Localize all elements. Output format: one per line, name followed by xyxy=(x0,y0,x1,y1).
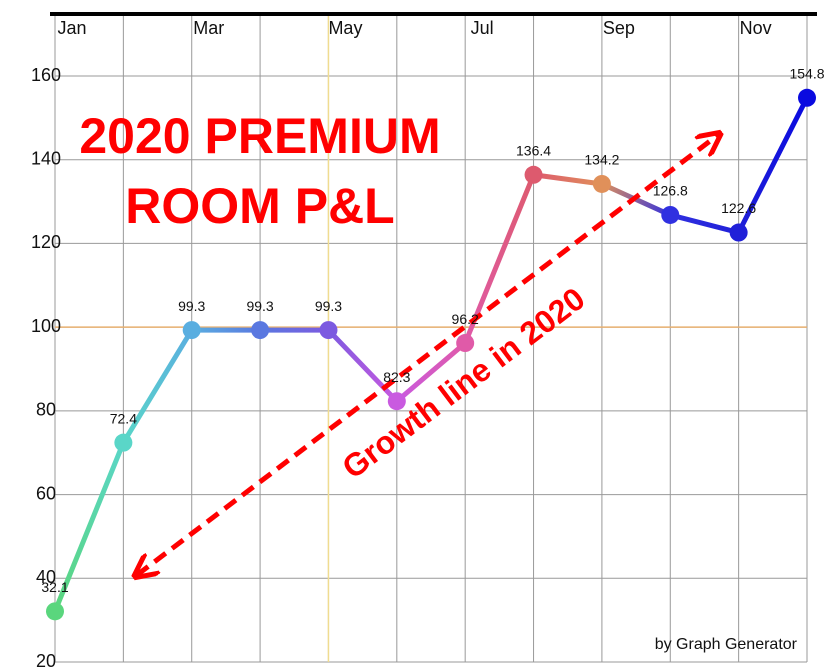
lines xyxy=(52,95,810,614)
credit: by Graph Generator xyxy=(655,636,798,653)
point xyxy=(456,334,475,353)
value-label: 99.3 xyxy=(178,298,205,314)
y-tick-label: 60 xyxy=(36,483,56,503)
value-label: 122.6 xyxy=(721,200,756,216)
x-tick-label: Jan xyxy=(57,18,86,38)
y-tick-label: 120 xyxy=(31,232,61,252)
x-tick-label: May xyxy=(328,18,362,38)
x-tick-label: Sep xyxy=(603,18,635,38)
point xyxy=(524,165,543,184)
value-label: 82.3 xyxy=(383,369,410,385)
line-segment xyxy=(531,172,605,187)
x-tick-label: Mar xyxy=(193,18,224,38)
value-label: 126.8 xyxy=(653,183,688,199)
point xyxy=(114,433,133,452)
value-label: 99.3 xyxy=(246,298,273,314)
y-tick-label: 140 xyxy=(31,148,61,168)
x-tick-label: Nov xyxy=(740,18,772,38)
growth-arrow xyxy=(137,135,718,575)
value-label: 96.2 xyxy=(452,311,479,327)
point xyxy=(182,321,201,340)
y-tick-label: 100 xyxy=(31,316,61,336)
title-line: ROOM P&L xyxy=(125,178,394,234)
y-tick-label: 20 xyxy=(36,651,56,671)
point xyxy=(661,205,680,224)
value-label: 134.2 xyxy=(584,152,619,168)
line-segment xyxy=(325,327,400,404)
value-label: 136.4 xyxy=(516,142,551,158)
value-label: 72.4 xyxy=(110,410,137,426)
x-tick-label: Jul xyxy=(471,18,494,38)
line-segment xyxy=(52,440,126,614)
y-tick-label: 40 xyxy=(36,567,56,587)
point xyxy=(251,321,270,340)
line-segment xyxy=(736,95,810,236)
point xyxy=(46,602,64,621)
value-label: 154.8 xyxy=(789,65,824,81)
line-segment xyxy=(667,212,742,236)
value-label: 32.1 xyxy=(41,579,68,595)
title-line: 2020 PREMIUM xyxy=(79,108,440,164)
point xyxy=(798,88,816,107)
y-tick-label: 160 xyxy=(31,65,61,85)
y-tick-label: 80 xyxy=(36,400,56,420)
point xyxy=(387,392,406,411)
value-label: 99.3 xyxy=(315,298,342,314)
point xyxy=(729,223,748,242)
top-border xyxy=(50,12,817,16)
point xyxy=(319,321,338,340)
point xyxy=(592,174,611,193)
